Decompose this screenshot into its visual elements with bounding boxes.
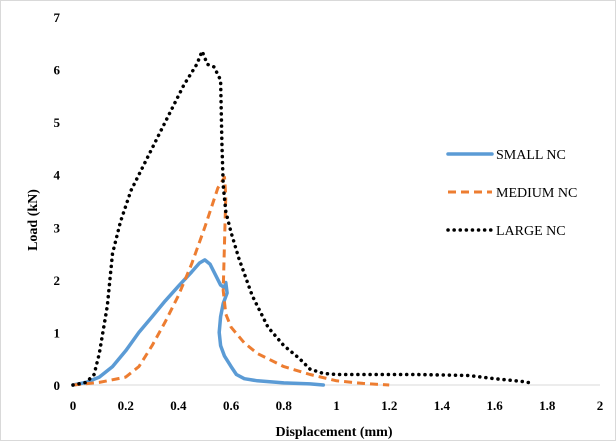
- tick-labels: 0 0.2 0.4 0.6 0.8 1 1.2 1.4 1.6 1.8 2 0 1 2 3 4 5 6 7: [54, 10, 604, 413]
- legend-label-1: SMALL NC: [496, 148, 566, 163]
- x-tick-label: 1.8: [539, 398, 556, 413]
- y-tick-label: 1: [54, 325, 61, 340]
- x-tick-label: 0.8: [276, 398, 293, 413]
- legend-label-3: LARGE NC: [496, 224, 566, 239]
- x-tick-label: 1.6: [486, 398, 503, 413]
- y-axis-title: Load (kN): [26, 189, 41, 251]
- y-tick-label: 4: [54, 168, 61, 183]
- x-tick-label: 0.4: [170, 398, 187, 413]
- legend-label-2: MEDIUM NC: [496, 186, 577, 201]
- y-tick-label: 2: [54, 273, 61, 288]
- series-layer: [71, 49, 536, 387]
- x-axis-title: Displacement (mm): [275, 425, 392, 440]
- x-tick-label: 0: [70, 398, 77, 413]
- y-tick-label: 7: [54, 10, 61, 25]
- y-tick-label: 3: [54, 220, 61, 235]
- y-tick-label: 6: [54, 63, 61, 78]
- series-line-3: [71, 49, 536, 387]
- x-tick-label: 2: [597, 398, 604, 413]
- series-line-1: [71, 258, 326, 387]
- x-tick-label: 0.6: [223, 398, 240, 413]
- y-tick-label: 0: [54, 378, 61, 393]
- x-tick-label: 1: [333, 398, 340, 413]
- legend: SMALL NC MEDIUM NC LARGE NC: [446, 148, 577, 239]
- series-line-2: [72, 175, 390, 387]
- x-tick-label: 1.4: [434, 398, 451, 413]
- x-tick-label: 0.2: [118, 398, 134, 413]
- y-tick-label: 5: [54, 115, 61, 130]
- x-tick-label: 1.2: [381, 398, 397, 413]
